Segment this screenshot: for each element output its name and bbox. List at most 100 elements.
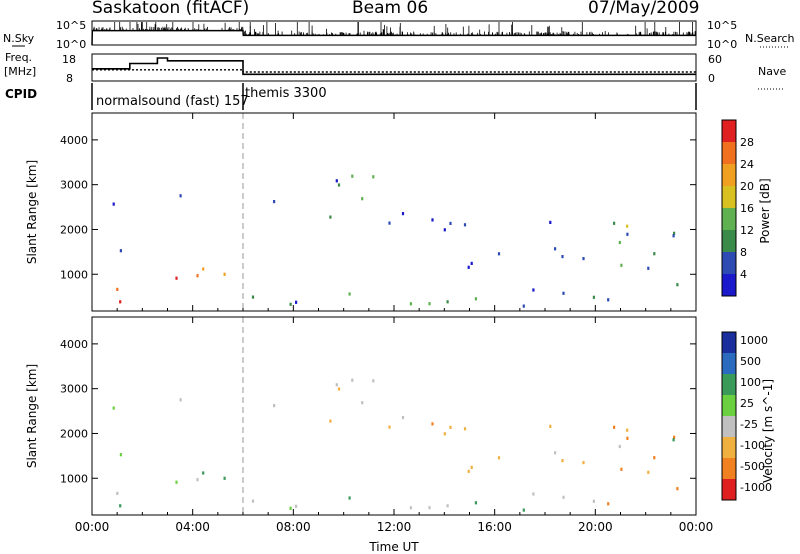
power-colorbar-tick: 4 <box>740 268 747 281</box>
power-cell <box>179 194 182 198</box>
velocity-cell <box>119 453 122 457</box>
power-colorbar-swatch <box>722 274 736 296</box>
power-cell <box>223 272 226 276</box>
power-cell <box>175 276 178 280</box>
velocity-cell <box>196 478 199 482</box>
power-cell <box>372 175 375 179</box>
power-colorbar-swatch <box>722 164 736 186</box>
power-colorbar-swatch <box>722 186 736 208</box>
power-cell <box>672 234 675 238</box>
time-tick-label: 00:00 <box>75 520 110 534</box>
power-colorbar-tick: 20 <box>740 180 754 193</box>
station-title: Saskatoon (fitACF) <box>92 0 249 18</box>
power-cell <box>428 302 431 306</box>
velocity-cell <box>295 504 298 508</box>
freq-line <box>92 57 696 76</box>
velocity-cell <box>497 456 501 460</box>
cpid-panel: CPID normalsound (fast) 157 themis 3300 <box>5 83 697 110</box>
velocity-cell <box>116 491 119 495</box>
velocity-cell <box>676 487 679 491</box>
velocity-cell <box>446 504 449 508</box>
velocity-cell <box>335 383 338 387</box>
velocity-colorbar-label: Velocity [m s^-1] <box>761 379 775 483</box>
power-cell <box>273 200 276 204</box>
velocity-ylabel: Slant Range [km] <box>25 364 39 468</box>
power-colorbar-swatch <box>722 208 736 230</box>
velocity-cell <box>449 425 452 429</box>
velocity-cell <box>467 469 470 473</box>
power-cell <box>351 174 354 178</box>
velocity-x-axis: 00:00 04:00 08:00 12:00 16:00 20:00 00:00 <box>75 308 713 534</box>
velocity-cell <box>409 506 412 510</box>
power-cell <box>119 249 122 253</box>
velocity-cell <box>474 501 477 505</box>
freq-label: Freq. <box>5 51 32 64</box>
nsearch-tick-bottom: 10^0 <box>707 38 737 51</box>
time-tick-label: 16:00 <box>477 520 512 534</box>
velocity-cell <box>618 444 621 449</box>
velocity-cell <box>613 425 616 429</box>
power-cell <box>335 179 338 183</box>
velocity-cell <box>582 461 585 465</box>
velocity-cell <box>647 470 650 474</box>
velocity-cell <box>463 427 467 431</box>
power-cell <box>196 274 199 278</box>
velocity-y-axis: 1000 2000 3000 4000 <box>60 338 696 485</box>
power-cell <box>607 298 610 302</box>
nsky-spikes <box>91 22 696 36</box>
velocity-cell <box>401 416 405 420</box>
velocity-cell <box>388 425 391 429</box>
power-colorbar-label: Power [dB] <box>758 178 772 243</box>
power-cell <box>443 228 446 232</box>
power-cell <box>112 202 115 206</box>
x-axis-label: Time UT <box>368 540 419 554</box>
velocity-colorbar-swatch <box>722 479 736 500</box>
power-cell <box>582 257 585 261</box>
velocity-ytick-label: 1000 <box>60 472 88 485</box>
nsearch-label: N.Search <box>745 32 795 45</box>
time-tick-label: 12:00 <box>377 520 412 534</box>
power-cell <box>388 221 391 225</box>
power-cell <box>401 212 405 216</box>
power-cell <box>431 218 434 222</box>
velocity-cell <box>562 495 565 499</box>
velocity-cell <box>251 499 255 503</box>
velocity-cell <box>179 398 182 402</box>
power-cell <box>289 302 292 306</box>
nave-line <box>92 69 696 73</box>
power-y-axis: 1000 2000 3000 4000 <box>60 134 696 281</box>
velocity-cell <box>428 506 431 510</box>
power-cell <box>626 232 629 236</box>
power-ylabel: Slant Range [km] <box>25 160 39 264</box>
velocity-panel: 1000 2000 3000 4000 00:00 04:00 08:00 12:00 16:… <box>25 308 775 534</box>
power-colorbar-tick: 16 <box>740 202 754 215</box>
velocity-cell <box>175 480 178 484</box>
velocity-colorbar-tick: -100 <box>740 439 765 452</box>
velocity-cell <box>348 496 351 500</box>
power-cell <box>620 263 623 267</box>
power-cell <box>463 223 467 227</box>
velocity-cell <box>554 451 557 455</box>
power-colorbar: 4 8 12 16 20 24 28 <box>721 119 754 297</box>
date-title: 07/May/2009 <box>588 0 700 18</box>
power-cell <box>467 265 470 269</box>
power-cell <box>522 304 525 308</box>
velocity-cell <box>561 459 564 463</box>
velocity-cell <box>372 379 375 383</box>
velocity-cell <box>620 467 623 471</box>
velocity-ytick-label: 2000 <box>60 427 88 440</box>
power-cell <box>251 295 255 299</box>
velocity-colorbar-swatch <box>722 437 736 458</box>
velocity-cell <box>289 506 292 510</box>
velocity-cell <box>351 378 354 382</box>
power-colorbar-swatch <box>722 252 736 274</box>
velocity-cell <box>431 422 434 426</box>
velocity-cell <box>626 428 629 432</box>
power-cell <box>647 266 650 270</box>
power-colorbar-tick: 8 <box>740 246 747 259</box>
power-ytick-label: 1000 <box>60 268 88 281</box>
power-cell <box>449 221 452 225</box>
velocity-cell <box>273 404 276 408</box>
power-colorbar-tick: 12 <box>740 224 754 237</box>
